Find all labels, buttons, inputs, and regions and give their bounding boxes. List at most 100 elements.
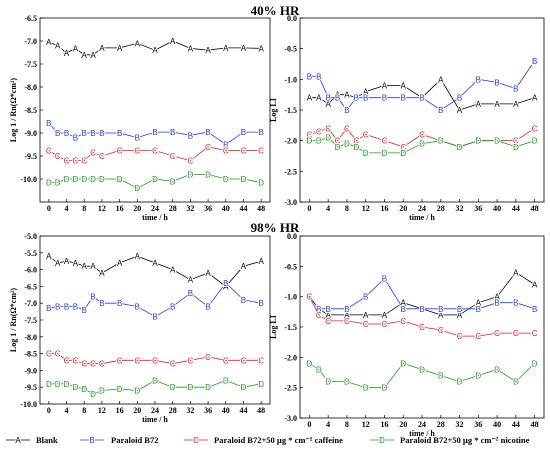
- data-point-a: A: [223, 44, 229, 53]
- data-point-d: D: [344, 378, 350, 387]
- y-tick-label: -8.5: [24, 106, 37, 115]
- data-point-b: B: [152, 128, 157, 137]
- data-point-d: D: [316, 365, 322, 374]
- x-tick-label: 20: [399, 204, 407, 213]
- x-tick-label: 20: [133, 406, 141, 415]
- data-point-a: A: [99, 269, 105, 278]
- chart-40-left: -6.5-7.0-7.5-8.0-8.5-9.0-9.5-10.00 4 8 12 16…: [9, 14, 271, 222]
- data-point-c: C: [400, 143, 406, 152]
- x-axis-title: time / h: [409, 213, 435, 222]
- data-point-a: A: [476, 299, 482, 308]
- data-point-c: C: [344, 124, 350, 133]
- data-point-d: D: [170, 177, 176, 186]
- x-tick-label: 48: [257, 406, 265, 415]
- y-axis-title: Log LI: [269, 98, 278, 122]
- data-point-b: B: [46, 119, 51, 128]
- data-point-b: B: [188, 289, 193, 298]
- title-40-hr: 40% HR: [251, 3, 300, 18]
- data-point-b: B: [64, 129, 69, 138]
- x-tick-label: 32: [186, 204, 194, 213]
- legend-marker-nicotine: D: [379, 436, 385, 445]
- x-tick-label: 0: [47, 204, 51, 213]
- data-point-d: D: [438, 372, 444, 381]
- data-point-a: A: [335, 91, 341, 100]
- y-tick-label: -3.0: [284, 198, 297, 207]
- data-point-a: A: [90, 51, 96, 60]
- data-point-a: A: [316, 305, 322, 314]
- data-point-c: C: [457, 143, 463, 152]
- data-point-b: B: [90, 292, 95, 301]
- data-point-b: B: [344, 106, 349, 115]
- data-point-a: A: [258, 44, 264, 53]
- data-point-a: A: [494, 293, 500, 302]
- y-tick-label: -2.0: [284, 137, 297, 146]
- y-tick-label: -8.5: [24, 350, 37, 359]
- data-point-d: D: [223, 376, 229, 385]
- data-point-c: C: [241, 356, 247, 365]
- data-point-b: B: [438, 106, 443, 115]
- data-point-d: D: [344, 140, 350, 149]
- y-tick-label: -6.5: [24, 14, 37, 23]
- data-point-d: D: [205, 383, 211, 392]
- series-line-b: [48, 282, 262, 318]
- data-point-a: A: [438, 75, 444, 84]
- data-point-c: C: [187, 356, 193, 365]
- data-point-d: D: [46, 380, 52, 389]
- data-point-c: C: [513, 137, 519, 146]
- data-point-a: A: [170, 37, 176, 46]
- data-point-d: D: [55, 179, 61, 188]
- data-point-d: D: [335, 143, 341, 152]
- data-point-b: B: [117, 129, 122, 138]
- series-line-b: [309, 60, 535, 111]
- data-point-d: D: [117, 175, 123, 184]
- data-point-c: C: [223, 146, 229, 155]
- data-point-c: C: [90, 360, 96, 369]
- series-line-c: [48, 353, 262, 365]
- x-tick-label: 12: [98, 406, 106, 415]
- data-point-b: B: [382, 94, 387, 103]
- data-point-c: C: [494, 329, 500, 338]
- data-point-b: B: [82, 129, 87, 138]
- series-line-a: [48, 255, 262, 287]
- x-axis-title: time / h: [142, 415, 168, 424]
- data-point-d: D: [353, 143, 359, 152]
- data-point-c: C: [306, 293, 312, 302]
- data-point-c: C: [64, 157, 70, 166]
- data-point-c: C: [205, 353, 211, 362]
- data-point-c: C: [400, 317, 406, 326]
- x-tick-label: 36: [204, 204, 212, 213]
- data-point-d: D: [81, 385, 87, 394]
- data-point-a: A: [307, 94, 313, 103]
- x-tick-label: 24: [151, 406, 159, 415]
- data-point-d: D: [475, 137, 481, 146]
- data-point-c: C: [46, 350, 52, 359]
- data-point-a: A: [223, 282, 229, 291]
- series-line-d: [309, 362, 535, 389]
- x-tick-label: 40: [493, 204, 501, 213]
- data-point-b: B: [170, 303, 175, 312]
- data-point-a: A: [205, 269, 211, 278]
- data-point-c: C: [494, 137, 500, 146]
- chart-98-right: 0.0-0.5-1.0-1.5-2.0-2.5-3.00 4 8 12 16 20 24 28…: [269, 232, 545, 438]
- data-point-b: B: [241, 128, 246, 137]
- x-tick-label: 16: [116, 406, 124, 415]
- data-point-c: C: [532, 329, 538, 338]
- y-tick-label: -7.5: [24, 60, 37, 69]
- y-tick-label: -9.5: [24, 152, 37, 161]
- data-point-b: B: [135, 303, 140, 312]
- data-point-c: C: [99, 152, 105, 161]
- title-98-hr: 98% HR: [251, 220, 300, 235]
- y-tick-label: -7.5: [24, 316, 37, 325]
- data-point-d: D: [258, 179, 264, 188]
- data-point-b: B: [307, 72, 312, 81]
- series-line-c: [48, 146, 262, 162]
- data-point-b: B: [476, 75, 481, 84]
- data-point-d: D: [152, 175, 158, 184]
- y-tick-label: -0.5: [284, 45, 297, 54]
- y-tick-label: -3.0: [284, 414, 297, 423]
- y-tick-label: -9.0: [24, 129, 37, 138]
- legend-label-caffeine: Paraloid B72+50 µg * cm⁻² caffeine: [214, 435, 343, 445]
- x-axis-title: time / h: [142, 213, 168, 222]
- data-point-b: B: [82, 306, 87, 315]
